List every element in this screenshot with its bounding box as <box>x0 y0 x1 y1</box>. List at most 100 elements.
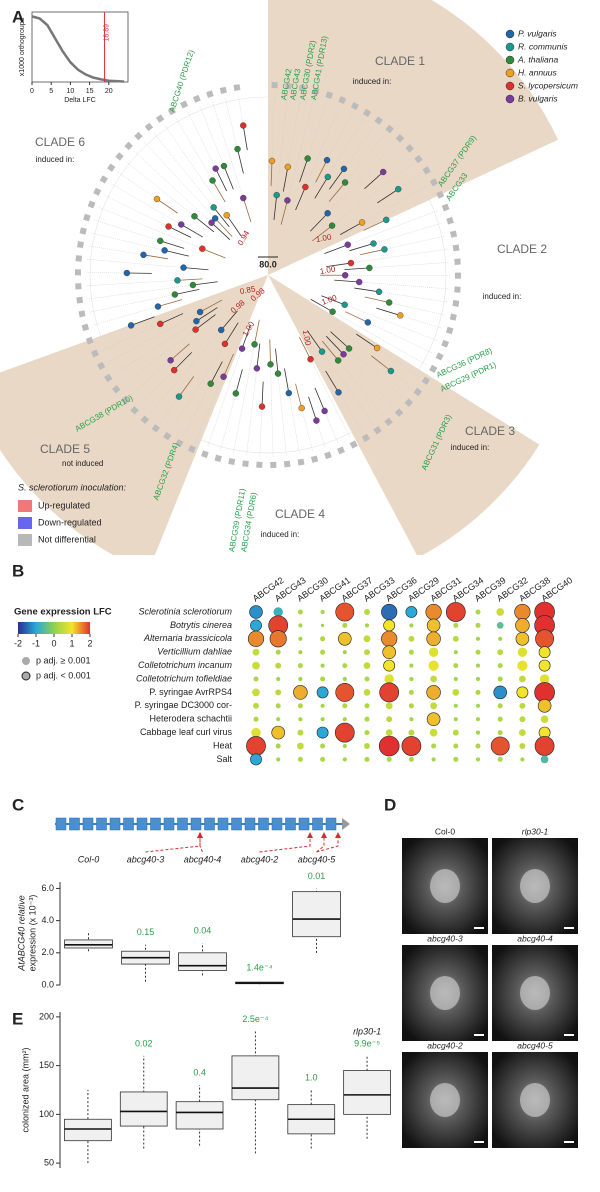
status-square <box>298 84 306 92</box>
exon <box>258 817 269 831</box>
panel-label: A <box>12 7 24 26</box>
tip <box>335 389 342 396</box>
legend-swatch <box>18 500 32 512</box>
dot <box>409 717 414 722</box>
branch <box>223 353 234 377</box>
branch <box>324 244 348 254</box>
status-square <box>435 352 444 361</box>
status-square <box>124 141 133 151</box>
status-square <box>228 457 236 466</box>
dot <box>519 716 526 723</box>
arrow <box>259 834 311 853</box>
lesion <box>520 1083 550 1117</box>
leader-line <box>288 393 300 455</box>
tip <box>157 320 164 328</box>
dot <box>276 676 281 682</box>
dot <box>364 609 370 615</box>
clade-wedge <box>268 0 559 275</box>
tip <box>364 319 372 326</box>
inset-tick-label: 5 <box>49 88 53 95</box>
dot <box>249 605 263 619</box>
branch <box>241 324 251 349</box>
tip <box>397 312 404 319</box>
status-square <box>337 446 345 455</box>
dot <box>342 676 347 682</box>
category-label: abcg40-5 <box>298 854 337 864</box>
dot <box>382 645 396 659</box>
y-axis-label: colonized area (mm²) <box>20 1047 30 1132</box>
clade-label: CLADE 2 <box>497 242 547 256</box>
branch <box>235 369 243 394</box>
tip <box>192 326 199 333</box>
dot <box>493 685 507 700</box>
dot <box>253 716 259 722</box>
leader-line <box>359 281 450 290</box>
dot <box>428 647 439 657</box>
tip <box>307 355 314 363</box>
dot <box>426 631 441 647</box>
tip <box>174 277 181 284</box>
legend-swatch <box>505 81 515 91</box>
status-square <box>242 460 249 467</box>
status-square <box>270 461 277 469</box>
image-label: abcg40-4 <box>517 933 553 943</box>
row-label: Heat <box>213 740 233 750</box>
status-square <box>429 178 438 187</box>
y-tick-label: 150 <box>39 1060 54 1070</box>
leader-line <box>287 95 302 167</box>
inoculation-title: S. sclerotiorum inoculation: <box>18 482 127 492</box>
legend-swatch <box>505 55 515 65</box>
status-square <box>452 244 460 252</box>
tip <box>196 308 204 316</box>
row-label: P. syringae DC3000 cor- <box>135 700 232 710</box>
dot <box>426 712 441 726</box>
dot <box>271 725 285 740</box>
status-square <box>79 227 87 235</box>
tip <box>240 122 247 129</box>
box <box>343 1070 391 1115</box>
dot <box>253 676 259 682</box>
leader-line <box>343 126 375 170</box>
status-square <box>130 406 139 415</box>
image-label: Col-0 <box>435 826 456 836</box>
dot <box>247 630 265 647</box>
tip <box>209 177 216 184</box>
status-square <box>201 450 209 459</box>
dot <box>475 649 481 655</box>
panel-label: B <box>12 561 24 580</box>
dot <box>252 688 260 697</box>
image-label: abcg40-3 <box>427 933 463 943</box>
dot <box>496 622 504 629</box>
y-tick-label: 200 <box>39 1011 54 1021</box>
branch <box>211 222 231 241</box>
status-square <box>362 108 372 117</box>
tip <box>379 168 387 176</box>
tip <box>385 299 393 306</box>
status-square <box>373 426 382 435</box>
leader-line <box>389 302 446 316</box>
leader-line <box>92 306 159 326</box>
clade-note: induced in: <box>353 77 392 86</box>
branch <box>282 166 289 192</box>
leader-line <box>310 359 351 438</box>
y-axis-label: AtABCG40 relative <box>16 895 26 972</box>
branch <box>344 267 370 271</box>
status-square <box>271 82 278 89</box>
tip <box>324 210 331 217</box>
dot <box>338 632 352 646</box>
dot <box>363 689 371 696</box>
exon <box>69 817 80 831</box>
p-value: 2.5e⁻⁴ <box>242 1014 268 1024</box>
dot <box>320 663 325 668</box>
branch <box>194 215 215 233</box>
status-square <box>441 203 450 212</box>
dot <box>335 682 355 702</box>
dot <box>316 726 329 739</box>
status-square <box>97 361 106 371</box>
dot <box>497 676 503 682</box>
dot <box>517 647 528 657</box>
tip <box>273 191 280 199</box>
dot <box>516 686 529 699</box>
inset-tick-label: 0 <box>30 88 34 95</box>
tip <box>358 219 366 226</box>
